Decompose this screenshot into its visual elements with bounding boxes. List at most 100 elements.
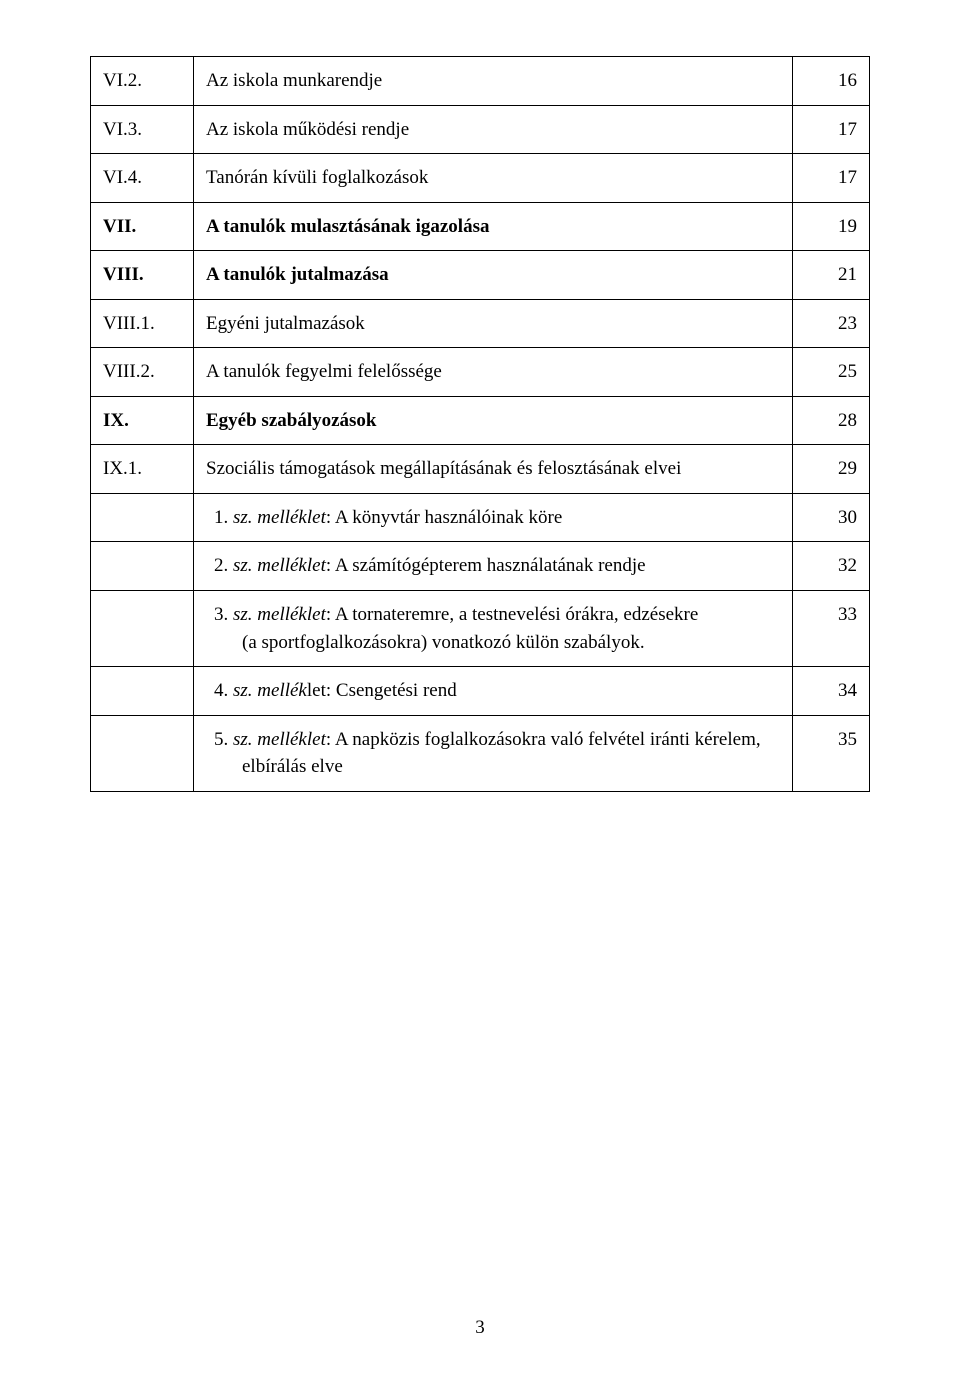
row-number: VIII.2. — [103, 361, 155, 382]
row-page: 25 — [838, 361, 857, 382]
row-page: 34 — [838, 680, 857, 701]
row-page: 16 — [838, 70, 857, 91]
cell-page: 23 — [793, 299, 870, 348]
cell-attachment: 1. sz. melléklet: A könyvtár használóina… — [194, 493, 793, 542]
toc-row: IX.1. Szociális támogatások megállapításá… — [91, 445, 870, 494]
cell-page: 32 — [793, 542, 870, 591]
row-page: 17 — [838, 167, 857, 188]
row-title: A tanulók mulasztásának igazolása — [206, 216, 489, 237]
attachment-prefix: sz. melléklet — [233, 507, 326, 528]
row-title: Egyéb szabályozások — [206, 410, 377, 431]
attachment-index: 2. — [214, 555, 228, 576]
row-page: 30 — [838, 507, 857, 528]
row-page: 19 — [838, 216, 857, 237]
attachment-prefix: sz. mellék — [233, 680, 307, 701]
attachment-prefix: sz. melléklet — [233, 729, 326, 750]
document-page: VI.2. Az iskola munkarendje 16 VI.3. Az isko… — [0, 0, 960, 1397]
toc-table: VI.2. Az iskola munkarendje 16 VI.3. Az isko… — [90, 56, 870, 792]
row-page: 29 — [838, 458, 857, 479]
toc-attachment-row: 1. sz. melléklet: A könyvtár használóina… — [91, 493, 870, 542]
cell-number: VIII. — [91, 251, 194, 300]
cell-attachment: 4. sz. melléklet: Csengetési rend — [194, 667, 793, 716]
cell-attachment: 5. sz. melléklet: A napközis foglalkozás… — [194, 715, 793, 791]
attachment-prefix: sz. melléklet — [233, 555, 326, 576]
cell-page: 17 — [793, 154, 870, 203]
attachment-index: 1. — [214, 507, 228, 528]
row-title: Az iskola működési rendje — [206, 119, 409, 140]
row-number: VII. — [103, 216, 136, 237]
cell-number: VI.3. — [91, 105, 194, 154]
toc-attachment-row: 3. sz. melléklet: A tornateremre, a test… — [91, 591, 870, 667]
toc-row: VI.3. Az iskola működési rendje 17 — [91, 105, 870, 154]
attachment-index: 5. — [214, 729, 228, 750]
cell-page: 30 — [793, 493, 870, 542]
cell-page: 29 — [793, 445, 870, 494]
cell-number: VI.4. — [91, 154, 194, 203]
row-title: Az iskola munkarendje — [206, 70, 382, 91]
attachment-rest: : A könyvtár használóinak köre — [326, 507, 562, 528]
row-number: VIII.1. — [103, 313, 155, 334]
row-page: 35 — [838, 729, 857, 750]
row-number: VI.2. — [103, 70, 142, 91]
cell-number: IX.1. — [91, 445, 194, 494]
cell-title: Egyéb szabályozások — [194, 396, 793, 445]
row-page: 23 — [838, 313, 857, 334]
cell-page: 21 — [793, 251, 870, 300]
page-number: 3 — [0, 1317, 960, 1339]
attachment-rest: : A számítógépterem használatának rendje — [326, 555, 646, 576]
row-page: 28 — [838, 410, 857, 431]
row-title: A tanulók fegyelmi felelőssége — [206, 361, 442, 382]
row-page: 32 — [838, 555, 857, 576]
cell-page: 28 — [793, 396, 870, 445]
cell-number: IX. — [91, 396, 194, 445]
toc-row: VI.2. Az iskola munkarendje 16 — [91, 57, 870, 106]
cell-page: 16 — [793, 57, 870, 106]
cell-attachment: 3. sz. melléklet: A tornateremre, a test… — [194, 591, 793, 667]
cell-title: Szociális támogatások megállapításának é… — [194, 445, 793, 494]
row-number: VI.4. — [103, 167, 142, 188]
cell-page: 34 — [793, 667, 870, 716]
attachment-index: 3. — [214, 604, 228, 625]
row-number: VI.3. — [103, 119, 142, 140]
toc-attachment-row: 5. sz. melléklet: A napközis foglalkozás… — [91, 715, 870, 791]
cell-number: VII. — [91, 202, 194, 251]
toc-row: VI.4. Tanórán kívüli foglalkozások 17 — [91, 154, 870, 203]
cell-number: VIII.2. — [91, 348, 194, 397]
toc-row: VIII.1. Egyéni jutalmazások 23 — [91, 299, 870, 348]
cell-number-empty — [91, 591, 194, 667]
attachment-prefix: sz. melléklet — [233, 604, 326, 625]
cell-title: Egyéni jutalmazások — [194, 299, 793, 348]
toc-row: VII. A tanulók mulasztásának igazolása 19 — [91, 202, 870, 251]
toc-attachment-row: 4. sz. melléklet: Csengetési rend 34 — [91, 667, 870, 716]
row-title: Tanórán kívüli foglalkozások — [206, 167, 428, 188]
row-title: A tanulók jutalmazása — [206, 264, 389, 285]
row-number: IX.1. — [103, 458, 142, 479]
cell-title: A tanulók fegyelmi felelőssége — [194, 348, 793, 397]
cell-page: 33 — [793, 591, 870, 667]
toc-attachment-row: 2. sz. melléklet: A számítógépterem hasz… — [91, 542, 870, 591]
cell-title: Az iskola munkarendje — [194, 57, 793, 106]
toc-row: IX. Egyéb szabályozások 28 — [91, 396, 870, 445]
cell-number-empty — [91, 493, 194, 542]
cell-number-empty — [91, 542, 194, 591]
row-page: 17 — [838, 119, 857, 140]
cell-title: Az iskola működési rendje — [194, 105, 793, 154]
row-title: Szociális támogatások megállapításának é… — [206, 458, 681, 479]
cell-title: A tanulók mulasztásának igazolása — [194, 202, 793, 251]
cell-number-empty — [91, 715, 194, 791]
row-title: Egyéni jutalmazások — [206, 313, 365, 334]
attachment-rest: let: Csengetési rend — [307, 680, 457, 701]
cell-title: Tanórán kívüli foglalkozások — [194, 154, 793, 203]
cell-number: VI.2. — [91, 57, 194, 106]
cell-title: A tanulók jutalmazása — [194, 251, 793, 300]
cell-page: 35 — [793, 715, 870, 791]
cell-attachment: 2. sz. melléklet: A számítógépterem hasz… — [194, 542, 793, 591]
attachment-index: 4. — [214, 680, 228, 701]
row-number: IX. — [103, 410, 129, 431]
cell-number: VIII.1. — [91, 299, 194, 348]
row-page: 21 — [838, 264, 857, 285]
toc-row: VIII.2. A tanulók fegyelmi felelőssége 25 — [91, 348, 870, 397]
row-page: 33 — [838, 604, 857, 625]
cell-page: 17 — [793, 105, 870, 154]
row-number: VIII. — [103, 264, 144, 285]
